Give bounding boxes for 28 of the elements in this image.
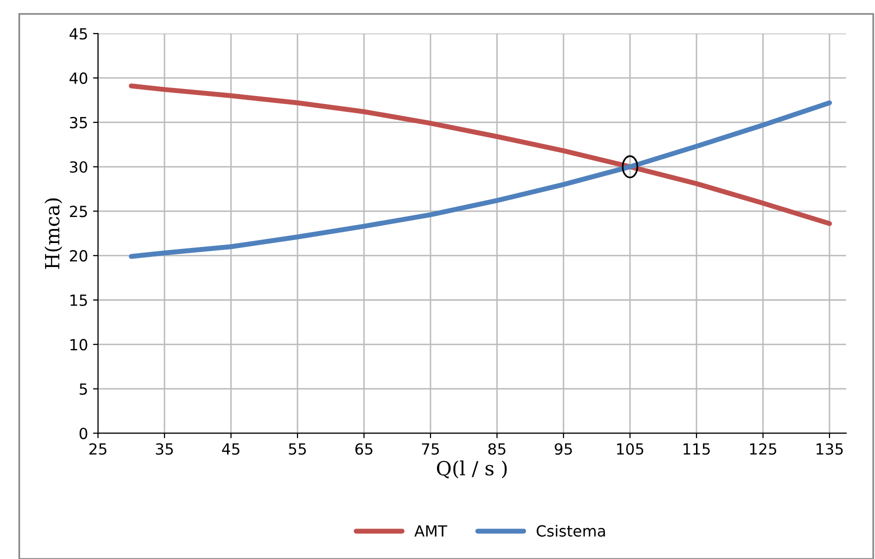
y-tick-label: 45 [70, 28, 87, 40]
line-series [128, 84, 832, 226]
y-tick-label: 35 [70, 116, 87, 128]
x-tick-label: 85 [488, 443, 506, 455]
y-tick-label: 15 [70, 294, 87, 306]
y-tick-label: 5 [80, 383, 87, 395]
x-tick-label: 35 [156, 443, 173, 455]
x-axis-title: Q(l / s ) [436, 460, 507, 478]
x-tick-label: 125 [750, 443, 776, 455]
x-tick-label: 75 [422, 443, 439, 455]
y-axis-title: H(mca) [44, 198, 62, 269]
x-tick-label: 65 [355, 443, 372, 455]
y-tick-label: 10 [70, 338, 88, 350]
x-tick-label: 45 [222, 443, 240, 455]
line-series [128, 100, 832, 259]
legend-label: Csistema [536, 524, 605, 537]
legend-label: AMT [414, 525, 448, 536]
x-tick-label: 105 [617, 443, 644, 455]
y-tick-label: 30 [70, 161, 88, 173]
y-tick-label: 40 [70, 72, 88, 84]
x-tick-label: 55 [288, 443, 306, 455]
x-tick-label: 25 [89, 443, 106, 455]
x-tick-label: 135 [816, 443, 843, 455]
x-tick-label: 115 [684, 443, 710, 455]
y-tick-label: 0 [80, 428, 88, 440]
x-tick-label: 95 [554, 443, 572, 455]
y-tick-label: 25 [70, 206, 87, 218]
y-tick-label: 20 [70, 250, 88, 262]
